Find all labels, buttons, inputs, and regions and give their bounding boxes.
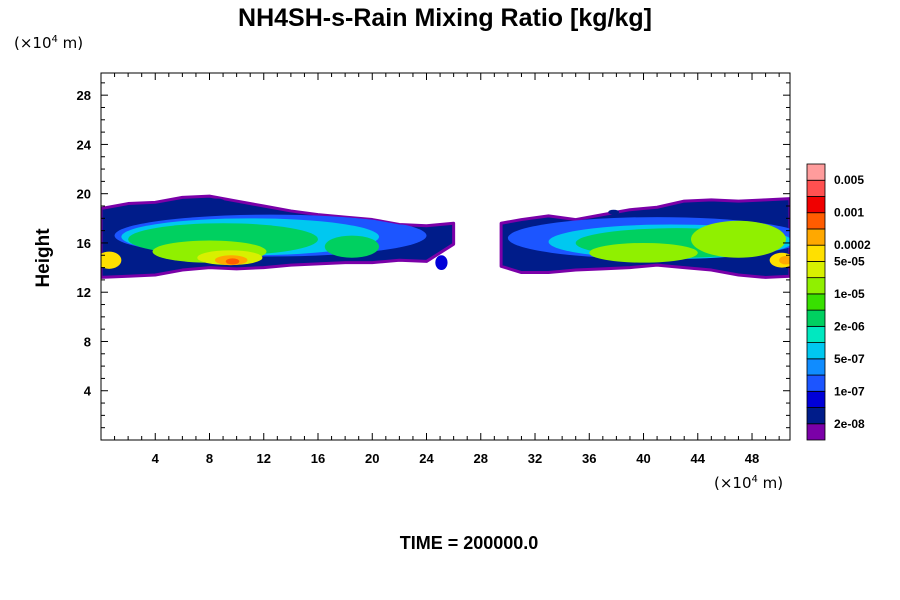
plot-area — [101, 194, 790, 279]
colorbar-label: 2e-08 — [834, 417, 865, 431]
y-unit-exponent: 4 — [52, 34, 58, 45]
y-unit-suffix: m) — [58, 34, 83, 52]
x-tick-label: 48 — [745, 451, 759, 466]
cloud-band-west — [101, 194, 456, 279]
x-tick-label: 44 — [691, 451, 706, 466]
colorbar-label: 5e-05 — [834, 254, 865, 268]
colorbar-label: 5e-07 — [834, 352, 865, 366]
colorbar: 2e-08 1e-07 5e-07 2e-06 1e-05 5e-05 0.0002 0.00… — [806, 163, 871, 441]
y-unit-prefix: (×10 — [14, 34, 52, 52]
colorbar-swatch — [806, 196, 826, 214]
y-tick-label: 4 — [84, 384, 92, 399]
y-tick-label: 16 — [77, 236, 91, 251]
colorbar-swatch — [806, 325, 826, 343]
contour-level-11 — [101, 251, 122, 269]
x-tick-label: 16 — [311, 451, 325, 466]
colorbar-swatch — [806, 309, 826, 327]
contour-level-9 — [690, 220, 786, 258]
colorbar-swatch — [806, 407, 826, 425]
colorbar-label: 0.005 — [834, 173, 864, 187]
x-unit-exponent: 4 — [752, 474, 758, 485]
y-tick-label: 8 — [84, 334, 91, 349]
colorbar-swatch — [806, 163, 826, 181]
colorbar-swatch — [806, 261, 826, 279]
colorbar-swatch — [806, 228, 826, 246]
x-tick-label: 8 — [206, 451, 213, 466]
chart-title: NH4SH-s-Rain Mixing Ratio [kg/kg] — [238, 4, 652, 32]
colorbar-swatch — [806, 293, 826, 311]
x-unit-suffix: m) — [758, 474, 783, 492]
contour-level-7 — [324, 235, 380, 258]
x-tick-label: 36 — [582, 451, 596, 466]
y-tick-label: 28 — [77, 88, 91, 103]
x-unit-prefix: (×10 — [714, 474, 752, 492]
x-tick-label: 4 — [152, 451, 160, 466]
detached-cloud-cell — [608, 209, 620, 215]
contour-level-12 — [779, 255, 790, 265]
colorbar-swatch — [806, 244, 826, 262]
cloud-band-east — [499, 197, 790, 279]
plot-frame — [100, 72, 791, 441]
time-label: TIME = 200000.0 — [400, 533, 539, 553]
colorbar-label: 2e-06 — [834, 319, 865, 333]
detached-cloud-cell — [210, 198, 225, 204]
x-tick-label: 24 — [419, 451, 434, 466]
colorbar-swatch — [806, 212, 826, 230]
x-tick-label: 12 — [257, 451, 271, 466]
colorbar-label: 1e-07 — [834, 384, 865, 398]
colorbar-label: 0.0002 — [834, 238, 871, 252]
colorbar-swatch — [806, 374, 826, 392]
colorbar-swatch — [806, 179, 826, 197]
contour-levels — [101, 214, 427, 269]
contour-level-9 — [589, 242, 698, 263]
colorbar-label: 0.001 — [834, 206, 864, 220]
x-tick-label: 32 — [528, 451, 542, 466]
colorbar-swatch — [806, 358, 826, 376]
y-tick-label: 12 — [77, 285, 91, 300]
y-axis-label: Height — [33, 228, 54, 288]
contour-level-13 — [225, 258, 240, 265]
y-axis-unit: (×104 m) — [14, 34, 83, 52]
x-tick-label: 20 — [365, 451, 379, 466]
colorbar-swatch — [806, 390, 826, 408]
x-tick-label: 40 — [636, 451, 650, 466]
y-tick-label: 24 — [77, 137, 92, 152]
contour-levels — [507, 217, 790, 268]
detached-cloud-cell — [435, 255, 448, 271]
colorbar-swatch — [806, 423, 826, 441]
colorbar-swatch — [806, 342, 826, 360]
y-tick-label: 20 — [77, 187, 91, 202]
colorbar-swatch — [806, 277, 826, 295]
x-tick-label: 28 — [474, 451, 488, 466]
x-axis-unit: (×104 m) — [714, 474, 783, 492]
colorbar-label: 1e-05 — [834, 287, 865, 301]
